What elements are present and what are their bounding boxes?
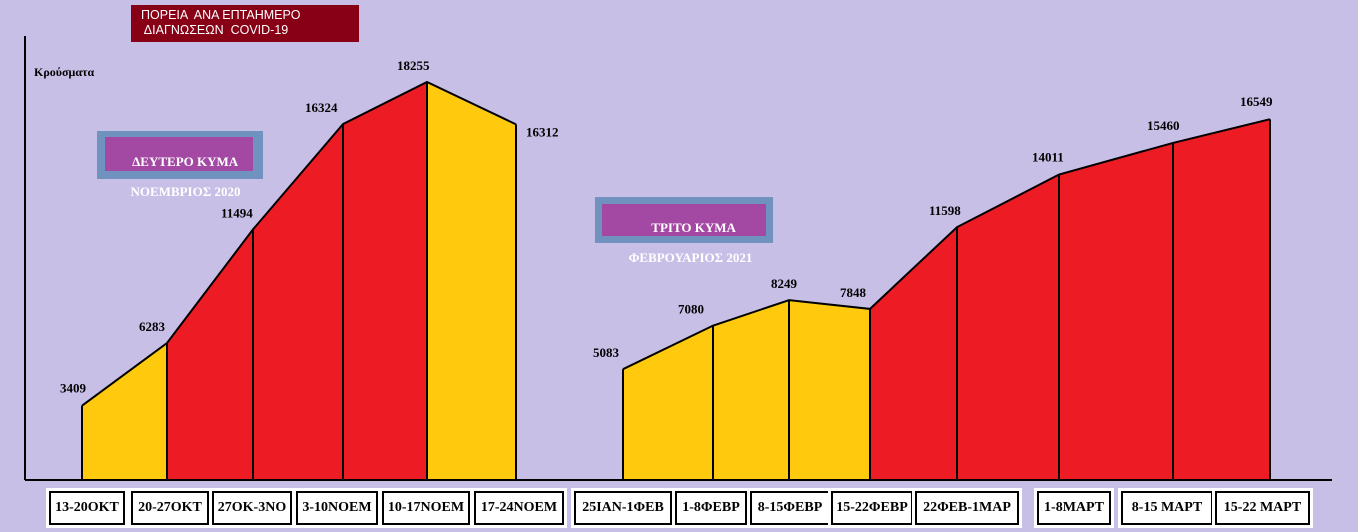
y-axis-label: Κρούσματα xyxy=(34,65,95,79)
area-segments xyxy=(82,82,1270,481)
x-tick-label-11: 1-8ΜΑΡΤ xyxy=(1034,488,1114,528)
x-tick-label-6: 25ΙΑΝ-1ΦΕΒ xyxy=(571,488,675,528)
x-tick-label-3: 3-10ΝΟΕΜ xyxy=(293,488,381,528)
annotation-second-wave-line-1: ΔΕΥΤΕΡΟ ΚΥΜΑ xyxy=(132,154,239,169)
area-segment-1 xyxy=(167,229,253,480)
chart-title-line-1: ΠΟΡΕΙΑ ΑΝΑ ΕΠΤΑΗΜΕΡΟ xyxy=(141,8,301,22)
x-tick-label-13: 15-22 ΜΑΡΤ xyxy=(1212,488,1313,528)
annotation-second-wave-line-2: ΝΟΕΜΒΡΙΟΣ 2020 xyxy=(130,184,241,199)
annotation-third-wave-line-1: ΤΡΙΤΟ ΚΥΜΑ xyxy=(645,220,736,235)
data-label-4: 18255 xyxy=(397,58,430,73)
x-tick-label-9: 15-22ΦΕΒΡ xyxy=(828,488,916,528)
x-tick-label-2: 27ΟΚ-3ΝΟ xyxy=(209,488,295,528)
area-segment-8 xyxy=(789,300,870,480)
annotation-third-wave-line-2: ΦΕΒΡΟΥΑΡΙΟΣ 2021 xyxy=(628,250,753,265)
data-label-9: 7848 xyxy=(840,285,867,300)
annotation-third-wave: ΤΡΙΤΟ ΚΥΜΑ ΦΕΒΡΟΥΑΡΙΟΣ 2021 xyxy=(595,197,773,265)
series-line-wave xyxy=(622,118,1271,371)
area-segment-11 xyxy=(1059,142,1173,481)
x-tick-label-5: 17-24ΝΟΕΜ xyxy=(471,488,567,528)
data-labels: 3409 6283 11494 16324 18255 16312 5083 7080 8249… xyxy=(60,58,1273,396)
axes xyxy=(24,36,1332,481)
x-tick-label-10: 22ΦΕΒ-1ΜΑΡ xyxy=(912,488,1022,528)
series-line xyxy=(81,80,1271,480)
chart-title-line-2: ΔΙΑΓΝΩΣΕΩΝ COVID-19 xyxy=(141,23,289,37)
x-tick-label-4: 10-17ΝΟΕΜ xyxy=(379,488,473,528)
data-label-8: 8249 xyxy=(771,276,798,291)
area-segment-6 xyxy=(623,325,713,480)
chart-title: ΠΟΡΕΙΑ ΑΝΑ ΕΠΤΑΗΜΕΡΟ ΔΙΑΓΝΩΣΕΩΝ COVID-19 xyxy=(131,5,359,42)
x-tick-label-0: 13-20ΟΚΤ xyxy=(46,488,128,528)
data-label-5: 16312 xyxy=(526,124,559,139)
area-segment-2 xyxy=(253,124,343,481)
data-label-0: 3409 xyxy=(60,381,87,396)
data-label-3: 16324 xyxy=(305,100,338,115)
area-segment-0 xyxy=(82,343,167,480)
annotation-second-wave: ΔΕΥΤΕΡΟ ΚΥΜΑ ΝΟΕΜΒΡΙΟΣ 2020 xyxy=(97,131,263,199)
area-segment-4 xyxy=(427,82,516,480)
data-label-1: 6283 xyxy=(139,319,166,334)
data-label-13: 16549 xyxy=(1240,94,1273,109)
x-tick-label-8: 8-15ΦΕΒΡ xyxy=(747,488,833,528)
series-line-wave xyxy=(81,80,517,407)
data-label-10: 11598 xyxy=(929,203,961,218)
x-tick-label-7: 1-8ΦΕΒΡ xyxy=(672,488,750,528)
area-segment-10 xyxy=(957,174,1059,480)
area-segment-12 xyxy=(1173,119,1270,480)
data-label-2: 11494 xyxy=(221,205,253,220)
data-label-6: 5083 xyxy=(593,345,620,360)
x-tick-label-12: 8-15 ΜΑΡΤ xyxy=(1118,488,1216,528)
data-label-11: 14011 xyxy=(1032,150,1064,165)
area-segment-9 xyxy=(870,227,957,480)
data-label-12: 15460 xyxy=(1147,118,1180,133)
data-label-7: 7080 xyxy=(678,302,704,317)
area-segment-3 xyxy=(343,82,427,480)
area-segment-7 xyxy=(713,300,789,480)
x-tick-label-1: 20-27ΟΚΤ xyxy=(128,488,212,528)
